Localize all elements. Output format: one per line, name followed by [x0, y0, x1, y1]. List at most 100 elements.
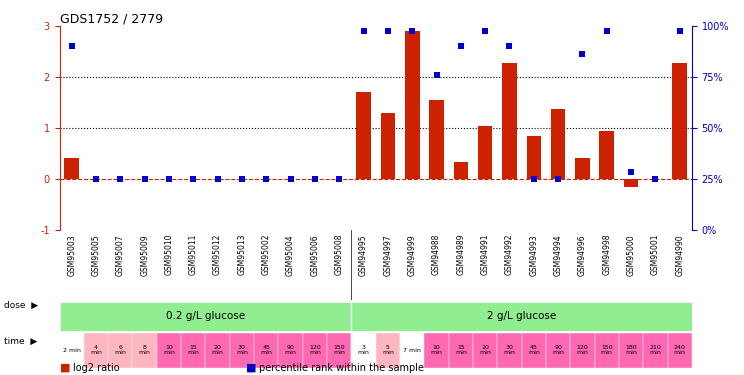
Point [455, 43, 466, 49]
FancyBboxPatch shape [376, 333, 400, 368]
Bar [429, 100, 444, 179]
Point [625, 169, 637, 175]
Text: 30
min: 30 min [236, 345, 248, 355]
Bar [356, 92, 371, 179]
Point [552, 176, 564, 182]
Text: 15
min: 15 min [455, 345, 466, 355]
Text: 0.2 g/L glucose: 0.2 g/L glucose [166, 312, 245, 321]
Text: 45
min: 45 min [528, 345, 539, 355]
Text: GSM94995: GSM94995 [359, 234, 368, 276]
Point [285, 176, 297, 182]
Text: GSM94989: GSM94989 [456, 234, 465, 275]
Point [650, 176, 661, 182]
Point [138, 176, 150, 182]
Text: log2 ratio: log2 ratio [73, 363, 120, 373]
Point [406, 28, 418, 34]
FancyBboxPatch shape [254, 333, 278, 368]
Text: 90
min: 90 min [552, 345, 564, 355]
Text: 10
min: 10 min [163, 345, 175, 355]
Bar [527, 136, 541, 179]
Text: GSM94998: GSM94998 [603, 234, 612, 275]
Text: 10
min: 10 min [431, 345, 443, 355]
Point [212, 176, 224, 182]
FancyBboxPatch shape [205, 333, 230, 368]
Text: GSM95007: GSM95007 [116, 234, 125, 276]
Text: GSM95004: GSM95004 [286, 234, 295, 276]
Text: GSM94997: GSM94997 [383, 234, 392, 276]
Point [115, 176, 126, 182]
Point [479, 28, 491, 34]
Bar [454, 162, 468, 179]
Text: 7 min: 7 min [403, 348, 421, 352]
FancyBboxPatch shape [60, 302, 351, 331]
FancyBboxPatch shape [644, 333, 667, 368]
Text: dose  ▶: dose ▶ [4, 301, 38, 310]
Text: 4
min: 4 min [90, 345, 102, 355]
Point [260, 176, 272, 182]
Text: GSM95006: GSM95006 [310, 234, 319, 276]
Point [65, 43, 77, 49]
Point [431, 72, 443, 78]
Bar [673, 63, 687, 179]
Bar [575, 158, 590, 179]
FancyBboxPatch shape [278, 333, 303, 368]
FancyBboxPatch shape [667, 333, 692, 368]
Text: 20
min: 20 min [479, 345, 491, 355]
Text: 120
min: 120 min [577, 345, 589, 355]
Bar [381, 113, 395, 179]
Text: GDS1752 / 2779: GDS1752 / 2779 [60, 12, 163, 25]
Text: GSM94999: GSM94999 [408, 234, 417, 276]
Text: GSM95010: GSM95010 [164, 234, 173, 275]
Point [187, 176, 199, 182]
Text: 2 g/L glucose: 2 g/L glucose [487, 312, 557, 321]
Point [309, 176, 321, 182]
FancyBboxPatch shape [546, 333, 571, 368]
Text: 240
min: 240 min [674, 345, 686, 355]
Text: GSM94996: GSM94996 [578, 234, 587, 276]
Point [236, 176, 248, 182]
Text: GSM95008: GSM95008 [335, 234, 344, 275]
FancyBboxPatch shape [351, 302, 692, 331]
Point [504, 43, 516, 49]
FancyBboxPatch shape [522, 333, 546, 368]
Bar [551, 109, 565, 179]
FancyBboxPatch shape [351, 333, 376, 368]
Bar [65, 158, 79, 179]
Text: GSM95005: GSM95005 [92, 234, 100, 276]
Text: GSM94988: GSM94988 [432, 234, 441, 275]
Text: 20
min: 20 min [212, 345, 223, 355]
Text: 180
min: 180 min [625, 345, 637, 355]
FancyBboxPatch shape [132, 333, 157, 368]
Bar [478, 126, 493, 179]
Text: GSM94993: GSM94993 [529, 234, 539, 276]
Text: GSM95013: GSM95013 [237, 234, 246, 275]
Bar [600, 131, 614, 179]
Text: 15
min: 15 min [187, 345, 199, 355]
Text: GSM95002: GSM95002 [262, 234, 271, 275]
FancyBboxPatch shape [108, 333, 132, 368]
Point [163, 176, 175, 182]
Text: GSM95009: GSM95009 [140, 234, 149, 276]
Text: 6
min: 6 min [115, 345, 126, 355]
FancyBboxPatch shape [181, 333, 205, 368]
Text: GSM94991: GSM94991 [481, 234, 490, 275]
FancyBboxPatch shape [84, 333, 108, 368]
FancyBboxPatch shape [449, 333, 473, 368]
Bar [623, 179, 638, 187]
Bar [502, 63, 517, 179]
Text: GSM95000: GSM95000 [626, 234, 635, 276]
Text: 45
min: 45 min [260, 345, 272, 355]
Point [577, 51, 589, 57]
FancyBboxPatch shape [230, 333, 254, 368]
Text: GSM95001: GSM95001 [651, 234, 660, 275]
Point [382, 28, 394, 34]
Text: 90
min: 90 min [285, 345, 297, 355]
Text: ■: ■ [246, 363, 256, 373]
FancyBboxPatch shape [473, 333, 497, 368]
Point [333, 176, 345, 182]
FancyBboxPatch shape [594, 333, 619, 368]
Text: 150
min: 150 min [601, 345, 613, 355]
FancyBboxPatch shape [497, 333, 522, 368]
Text: 2 min: 2 min [62, 348, 80, 352]
Text: 3
min: 3 min [358, 345, 370, 355]
